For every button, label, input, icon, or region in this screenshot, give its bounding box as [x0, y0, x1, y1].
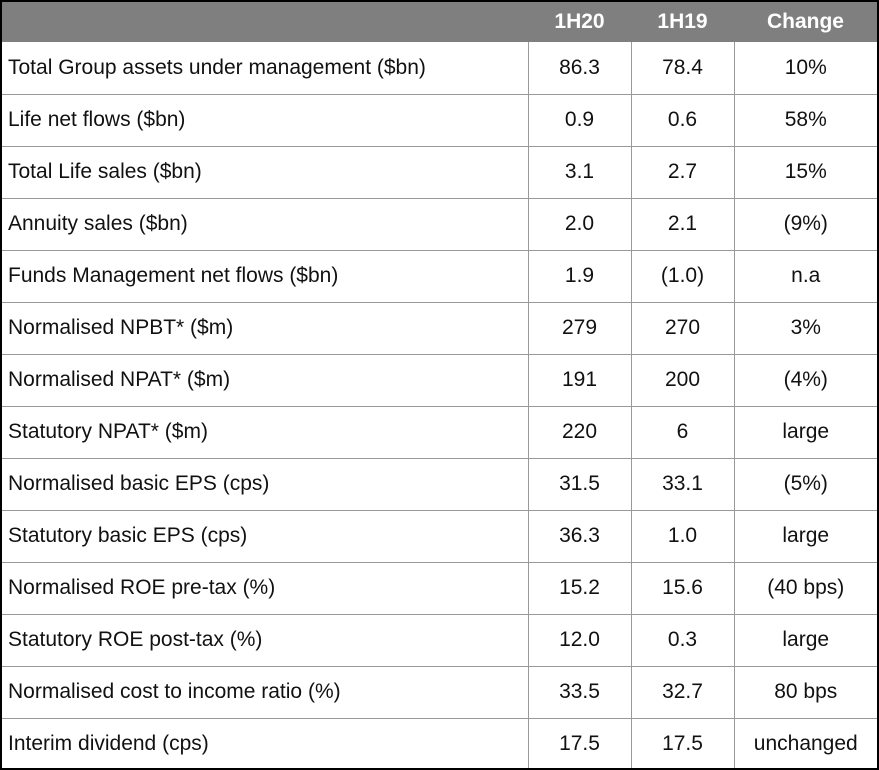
row-label: Statutory NPAT* ($m) — [2, 405, 529, 459]
value-1h20: 1.9 — [527, 249, 632, 303]
value-change: 15% — [733, 145, 877, 199]
table-row: Normalised NPAT* ($m) 191 200 (4%) — [2, 353, 877, 407]
row-label: Interim dividend (cps) — [2, 717, 529, 768]
row-label: Statutory ROE post-tax (%) — [2, 613, 529, 667]
table-row: Normalised ROE pre-tax (%) 15.2 15.6 (40… — [2, 561, 877, 615]
value-1h20: 3.1 — [527, 145, 632, 199]
table-row: Total Life sales ($bn) 3.1 2.7 15% — [2, 145, 877, 199]
row-label: Statutory basic EPS (cps) — [2, 509, 529, 563]
value-1h20: 33.5 — [527, 665, 632, 719]
value-1h20: 220 — [527, 405, 632, 459]
value-1h19: 2.7 — [630, 145, 735, 199]
value-1h19: 1.0 — [630, 509, 735, 563]
value-1h20: 2.0 — [527, 197, 632, 251]
value-change: (9%) — [733, 197, 877, 251]
value-1h20: 279 — [527, 301, 632, 355]
value-1h20: 86.3 — [527, 42, 632, 95]
value-1h19: 270 — [630, 301, 735, 355]
table-row: Statutory basic EPS (cps) 36.3 1.0 large — [2, 509, 877, 563]
row-label: Total Group assets under management ($bn… — [2, 42, 529, 95]
row-label: Total Life sales ($bn) — [2, 145, 529, 199]
value-change: large — [733, 613, 877, 667]
value-1h20: 191 — [527, 353, 632, 407]
value-1h19: 0.6 — [630, 93, 735, 147]
table-row: Normalised NPBT* ($m) 279 270 3% — [2, 301, 877, 355]
value-1h19: 32.7 — [630, 665, 735, 719]
table-row: Normalised basic EPS (cps) 31.5 33.1 (5%… — [2, 457, 877, 511]
value-1h20: 12.0 — [527, 613, 632, 667]
value-1h20: 15.2 — [527, 561, 632, 615]
header-cell-1h20: 1H20 — [554, 10, 605, 33]
value-change: n.a — [733, 249, 877, 303]
value-1h19: 6 — [630, 405, 735, 459]
value-1h19: 15.6 — [630, 561, 735, 615]
row-label: Funds Management net flows ($bn) — [2, 249, 529, 303]
table-row: Statutory ROE post-tax (%) 12.0 0.3 larg… — [2, 613, 877, 667]
row-label: Annuity sales ($bn) — [2, 197, 529, 251]
value-1h19: 0.3 — [630, 613, 735, 667]
row-label: Normalised ROE pre-tax (%) — [2, 561, 529, 615]
value-change: 10% — [733, 42, 877, 95]
table-row: Life net flows ($bn) 0.9 0.6 58% — [2, 93, 877, 147]
header-cell-label — [2, 2, 528, 42]
table-row: Statutory NPAT* ($m) 220 6 large — [2, 405, 877, 459]
table-row: Annuity sales ($bn) 2.0 2.1 (9%) — [2, 197, 877, 251]
value-1h20: 17.5 — [527, 717, 632, 768]
row-label: Normalised NPBT* ($m) — [2, 301, 529, 355]
header-cell-1h19: 1H19 — [657, 10, 708, 33]
value-1h19: 17.5 — [630, 717, 735, 768]
value-change: (40 bps) — [733, 561, 877, 615]
value-change: (4%) — [733, 353, 877, 407]
table-row: Normalised cost to income ratio (%) 33.5… — [2, 665, 877, 719]
table-row: Total Group assets under management ($bn… — [2, 42, 877, 95]
value-1h20: 0.9 — [527, 93, 632, 147]
value-change: 58% — [733, 93, 877, 147]
row-label: Normalised cost to income ratio (%) — [2, 665, 529, 719]
table-row: Interim dividend (cps) 17.5 17.5 unchang… — [2, 717, 877, 768]
value-1h20: 31.5 — [527, 457, 632, 511]
value-1h19: (1.0) — [630, 249, 735, 303]
table-row: Funds Management net flows ($bn) 1.9 (1.… — [2, 249, 877, 303]
value-1h20: 36.3 — [527, 509, 632, 563]
value-change: large — [733, 509, 877, 563]
value-change: unchanged — [733, 717, 877, 768]
row-label: Normalised basic EPS (cps) — [2, 457, 529, 511]
value-1h19: 200 — [630, 353, 735, 407]
header-row: 1H20 1H19 Change — [2, 2, 877, 42]
value-change: 3% — [733, 301, 877, 355]
header-cell-change: Change — [766, 10, 844, 33]
row-label: Normalised NPAT* ($m) — [2, 353, 529, 407]
value-1h19: 78.4 — [630, 42, 735, 95]
row-label: Life net flows ($bn) — [2, 93, 529, 147]
value-1h19: 2.1 — [630, 197, 735, 251]
value-1h19: 33.1 — [630, 457, 735, 511]
value-change: large — [733, 405, 877, 459]
value-change: 80 bps — [733, 665, 877, 719]
value-change: (5%) — [733, 457, 877, 511]
